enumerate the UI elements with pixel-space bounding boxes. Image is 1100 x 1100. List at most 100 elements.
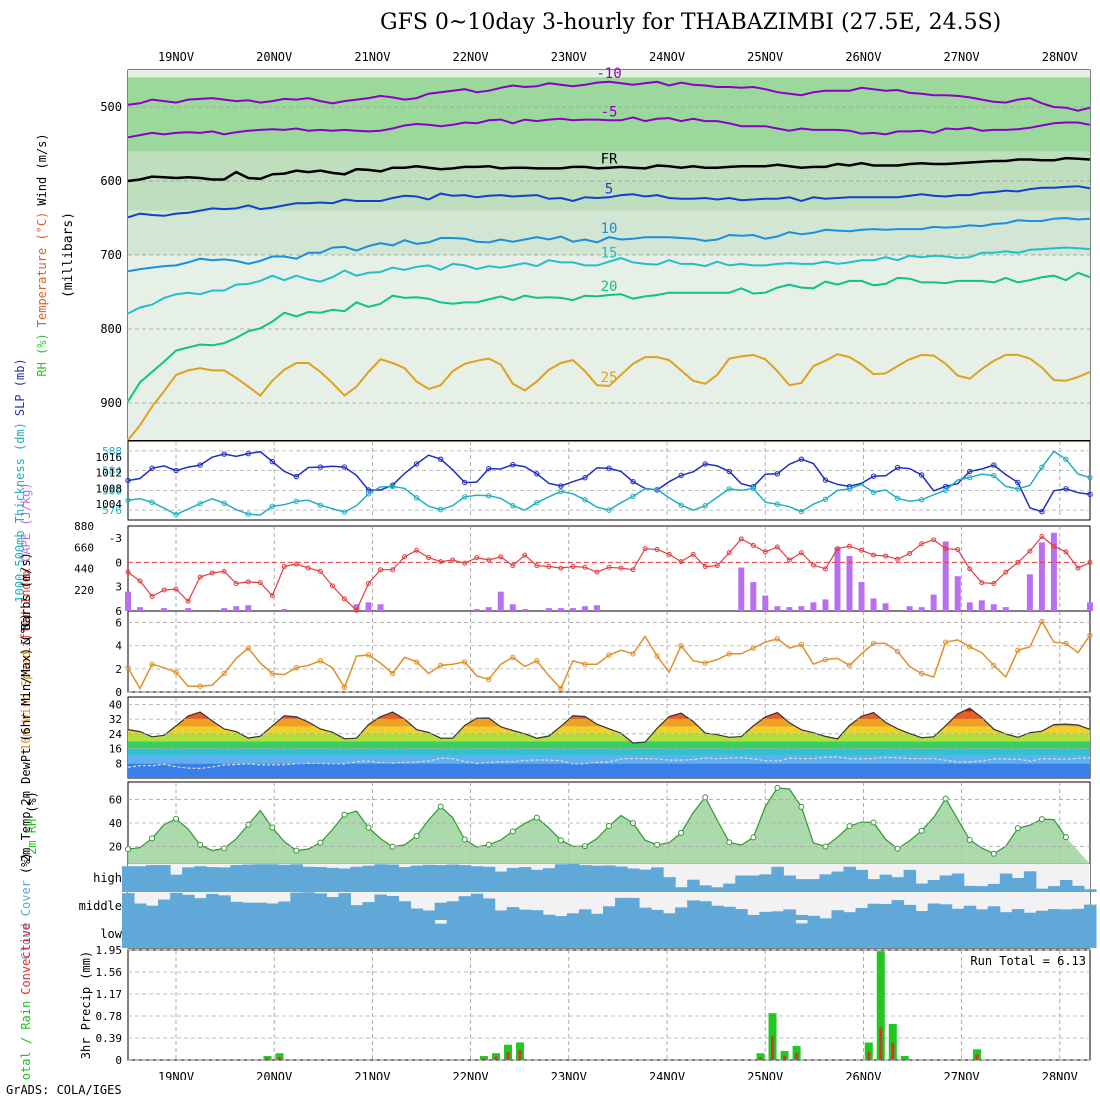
cape-bar: [810, 602, 817, 611]
cloud-cell: [506, 907, 520, 920]
left-tick-label: 576: [102, 504, 122, 517]
li-point: [714, 563, 720, 569]
panel-frame: [127, 440, 1091, 521]
precip-tick-label: 1.95: [96, 944, 123, 957]
y-axis-label: 1000-500mb Thickness (dm) SLP (mb): [13, 358, 27, 602]
left-tick-label: 2: [115, 663, 122, 676]
rh-point: [606, 823, 612, 830]
li-point: [847, 543, 852, 549]
data-point: [967, 468, 973, 475]
cape-bar: [245, 605, 252, 611]
li-point: [859, 547, 865, 553]
precip-total-bar: [275, 1053, 284, 1060]
rh-point: [269, 824, 276, 831]
li-point: [943, 546, 949, 552]
cloud-cell: [783, 920, 796, 948]
li-point: [498, 554, 504, 560]
cloud-cell: [939, 904, 953, 920]
data-point: [510, 502, 516, 509]
data-point: [822, 656, 829, 663]
cloud-cell: [602, 920, 616, 948]
cape-tick-label: 880: [74, 520, 94, 533]
cape-bar: [846, 555, 853, 611]
rh-point: [125, 846, 131, 853]
cloud-cell: [386, 895, 400, 920]
cloud-cell: [458, 896, 472, 920]
cloud-cell: [278, 864, 291, 892]
cloud-cell: [819, 874, 832, 892]
date-label-bottom: 24NOV: [649, 1070, 685, 1080]
cloud-cell: [867, 920, 881, 948]
data-point: [365, 652, 372, 658]
cloud-cell: [338, 868, 351, 892]
cloud-cell: [362, 902, 376, 920]
y-axis-label: 10m Wind Speed & Barbs (m/s): [19, 552, 33, 751]
precip-total-bar: [756, 1053, 765, 1060]
y-axis-label-part: SLP (mb): [13, 358, 27, 416]
cape-bar: [762, 595, 769, 611]
temp-band: [128, 726, 1090, 734]
date-label-top: 28NOV: [1042, 50, 1078, 64]
data-point: [870, 489, 877, 496]
li-point: [702, 563, 708, 569]
temperature-contour: [127, 353, 1091, 441]
data-point: [774, 636, 781, 642]
date-label-top: 27NOV: [944, 50, 980, 64]
data-point: [486, 465, 492, 472]
cloud-cell: [446, 864, 460, 892]
cloud-cell: [230, 920, 243, 948]
data-point: [1087, 474, 1093, 481]
cloud-cell: [482, 866, 496, 892]
precip-convective-bar: [975, 1054, 979, 1060]
cloud-cell: [663, 877, 676, 892]
rh-point: [846, 823, 853, 830]
series-line: [127, 450, 1091, 513]
cloud-cell: [446, 901, 460, 920]
data-point: [221, 451, 227, 457]
y-axis-label-part: (6hr Min/Max): [19, 648, 33, 742]
data-point: [293, 473, 300, 480]
temp-tick-label: 32: [109, 713, 122, 726]
cloud-cell: [1023, 912, 1037, 920]
precip-convective-bar: [891, 1043, 895, 1060]
contour-label: -5: [601, 104, 618, 120]
li-point: [353, 607, 359, 613]
li-point: [329, 583, 335, 589]
cloud-cell: [615, 866, 628, 892]
li-point: [281, 563, 287, 569]
cloud-cell: [566, 913, 580, 920]
cloud-cell: [554, 864, 568, 892]
left-tick-label: 6: [115, 617, 122, 630]
rh-point: [437, 803, 444, 810]
li-point: [1075, 565, 1081, 571]
cape-bar: [738, 567, 745, 611]
cloud-cell: [602, 865, 616, 892]
date-label-top: 20NOV: [256, 50, 292, 64]
data-point: [582, 661, 588, 667]
rh-point: [726, 839, 733, 846]
data-point: [630, 651, 636, 657]
cape-bar: [1087, 602, 1093, 611]
li-point: [1087, 559, 1093, 565]
cloud-cell: [855, 907, 869, 920]
temp-band: [128, 763, 1090, 778]
data-point: [726, 468, 732, 475]
cloud-cell: [410, 920, 424, 948]
cloud-cell: [482, 920, 496, 948]
cloud-cell: [542, 920, 556, 948]
temp-band: [128, 755, 1090, 764]
data-point: [486, 493, 492, 499]
li-point: [570, 563, 576, 569]
cloud-cell: [218, 920, 231, 948]
right-tick-label: 1008: [96, 482, 123, 495]
rh-point: [509, 828, 516, 835]
cape-bar: [1038, 542, 1045, 611]
data-point: [173, 669, 179, 676]
li-point: [690, 551, 696, 557]
cloud-cell: [807, 879, 820, 892]
temperature-contour: [127, 116, 1091, 139]
cloud-cell: [350, 920, 363, 948]
li-point: [293, 561, 299, 567]
li-point: [666, 551, 672, 557]
li-point: [895, 556, 901, 562]
